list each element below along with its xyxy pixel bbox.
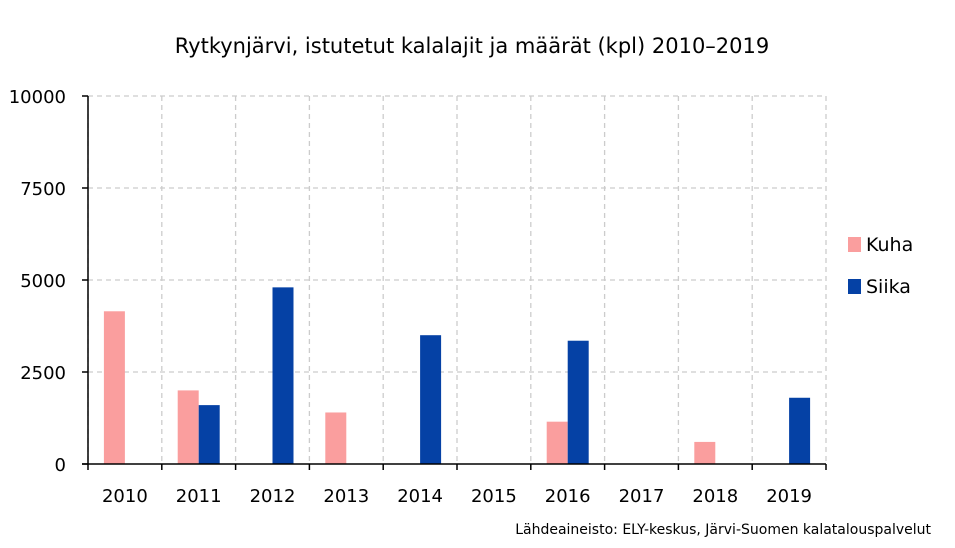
x-tick-label: 2018: [692, 486, 738, 507]
x-tick-label: 2016: [545, 486, 591, 507]
legend-label-siika: Siika: [866, 276, 911, 298]
legend-label-kuha: Kuha: [866, 234, 913, 256]
source-note: Lähdeaineisto: ELY-keskus, Järvi-Suomen …: [515, 522, 931, 538]
x-tick-label: 2019: [766, 486, 812, 507]
x-tick-label: 2012: [250, 486, 296, 507]
y-tick-label: 0: [55, 455, 66, 476]
bar-siika: [272, 287, 294, 464]
bar-kuha: [546, 421, 568, 464]
x-tick-label: 2014: [397, 486, 443, 507]
grid: [87, 95, 827, 464]
x-tick-label: 2013: [323, 486, 369, 507]
y-tick-label: 2500: [20, 363, 66, 384]
legend-swatch-kuha: [848, 237, 861, 252]
bar-kuha: [103, 311, 125, 464]
bar-siika: [567, 340, 589, 464]
y-tick-label: 7500: [20, 179, 66, 200]
x-tick-label: 2011: [176, 486, 222, 507]
bar-kuha: [325, 412, 347, 464]
y-tick-label: 10000: [9, 87, 66, 108]
y-tick-label: 5000: [20, 271, 66, 292]
chart-title: Rytkynjärvi, istutetut kalalajit ja määr…: [175, 34, 770, 58]
x-tick-label: 2015: [471, 486, 517, 507]
legend: Kuha Siika: [848, 234, 913, 298]
y-axis-ticks: 0 2500 5000 7500 10000: [9, 87, 66, 476]
x-tick-label: 2017: [619, 486, 665, 507]
bar-siika: [789, 397, 811, 464]
x-tick-label: 2010: [102, 486, 148, 507]
bar-siika: [420, 335, 442, 464]
bar-kuha: [177, 390, 199, 464]
x-axis-ticks: 2010 2011 2012 2013 2014 2015 2016 2017 2018 2019: [102, 486, 812, 507]
bars: [103, 287, 811, 464]
legend-swatch-siika: [848, 279, 861, 294]
bar-siika: [198, 405, 220, 464]
x-axis: [82, 95, 827, 470]
bar-kuha: [694, 441, 716, 464]
